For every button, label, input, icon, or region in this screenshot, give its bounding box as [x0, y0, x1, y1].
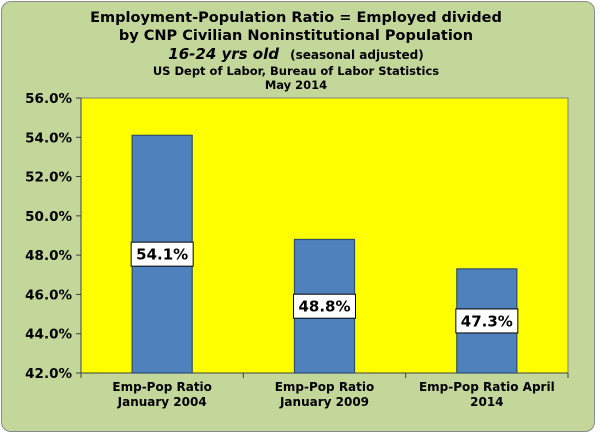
subtitle-main: 16-24 yrs old: [168, 45, 279, 63]
data-labels: 54.1% 48.8% 47.3%: [130, 241, 519, 334]
y-tick-label: 54.0%: [25, 130, 72, 146]
chart-source: US Dept of Labor, Bureau of Labor Statis…: [153, 64, 439, 78]
data-label-value: 47.3%: [461, 312, 513, 330]
x-category-label: 2014: [470, 395, 503, 409]
data-label: 54.1%: [130, 241, 194, 267]
y-tick-label: 48.0%: [25, 248, 72, 264]
data-label: 47.3%: [455, 308, 519, 334]
x-category-label: Emp-Pop Ratio: [112, 380, 212, 394]
chart-title-line-2: by CNP Civilian Noninstitutional Populat…: [119, 28, 473, 44]
subtitle-note: (seasonal adjusted): [290, 48, 424, 62]
x-category-label: Emp-Pop Ratio April: [419, 380, 555, 394]
data-label-value: 48.8%: [298, 298, 350, 316]
y-tick-label: 42.0%: [25, 366, 72, 382]
data-label-box: [455, 308, 519, 334]
x-category-label: January 2009: [279, 395, 369, 409]
y-axis: 42.0% 44.0% 46.0% 48.0% 50.0% 52.0% 54.0% 56.0%: [25, 91, 82, 382]
data-label-value: 54.1%: [136, 246, 188, 264]
data-label-box: [293, 293, 356, 319]
y-tick-label: 52.0%: [25, 170, 72, 186]
y-tick-label: 50.0%: [25, 209, 72, 225]
x-category-label: January 2004: [117, 395, 207, 409]
data-label: 48.8%: [293, 293, 356, 319]
y-tick-label: 56.0%: [25, 91, 72, 107]
chart-date: May 2014: [265, 78, 327, 92]
x-category-label: Emp-Pop Ratio: [275, 380, 375, 394]
chart-title-line-1: Employment-Population Ratio = Employed d…: [90, 10, 502, 26]
chart-subtitle: 16-24 yrs old (seasonal adjusted): [168, 44, 423, 63]
y-tick-label: 46.0%: [25, 287, 72, 303]
data-label-box: [130, 241, 194, 267]
y-tick-label: 44.0%: [25, 327, 72, 343]
